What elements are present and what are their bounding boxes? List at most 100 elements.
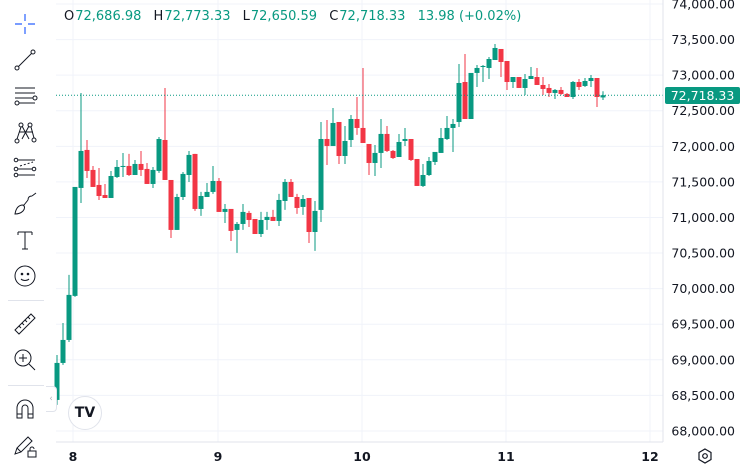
candle-up [570, 81, 576, 98]
candle-down [270, 216, 276, 221]
time-tick-label: 8 [69, 449, 78, 464]
fib-tool[interactable] [9, 152, 41, 184]
candle-down [144, 168, 150, 184]
candle-down [228, 208, 234, 231]
candle-down [306, 197, 312, 232]
candle-down [498, 48, 504, 62]
candle-up [66, 294, 72, 340]
candle-down [294, 196, 300, 208]
candle-up [402, 138, 408, 141]
time-tick-label: 11 [497, 449, 514, 464]
candle-up [78, 150, 84, 188]
time-tick-label: 12 [641, 449, 658, 464]
candle-down [390, 150, 396, 158]
zoom-in-icon [14, 349, 36, 371]
price-tick-label: 68,000.00 [671, 423, 735, 438]
horizontal-lines-icon [14, 87, 38, 106]
toolbar-divider [8, 385, 44, 386]
candle-up [264, 216, 270, 220]
candle-down [516, 77, 522, 88]
candle-up [552, 89, 558, 93]
candle-down [366, 143, 372, 163]
drawing-toolbar [0, 0, 46, 470]
price-tick-label: 69,000.00 [671, 352, 735, 367]
candle-up [198, 195, 204, 209]
candle-down [192, 153, 198, 209]
candle-up [600, 95, 606, 98]
low-label: L [242, 9, 250, 24]
toolbar-divider [8, 300, 44, 301]
brush-icon [14, 192, 37, 215]
candle-down [354, 118, 360, 128]
candle-down [162, 139, 168, 180]
candle-down [534, 77, 540, 85]
trend-line-icon [14, 49, 36, 71]
candle-up [582, 80, 588, 86]
candle-up [528, 76, 534, 80]
candle-down [504, 60, 510, 82]
candle-down [462, 81, 468, 119]
price-axis[interactable]: 74,000.00 73,500.00 73,000.00 72,500.00 72,0… [671, 0, 735, 438]
crosshair-tool[interactable] [9, 8, 41, 40]
candle-down [540, 84, 546, 89]
candle-up [204, 191, 210, 197]
emoji-tool[interactable] [9, 260, 41, 292]
candle-up [60, 339, 66, 363]
pattern-tool[interactable] [9, 116, 41, 148]
candle-down [576, 81, 582, 87]
time-tick-label: 10 [353, 449, 371, 464]
candle-down [384, 133, 390, 151]
collapse-toolbar-button[interactable]: ‹ [46, 386, 57, 412]
change-value: 13.98 (+0.02%) [417, 9, 522, 24]
lock-drawings-tool[interactable] [9, 430, 41, 462]
candle-up [300, 198, 306, 207]
candle-down [84, 149, 90, 171]
brush-tool[interactable] [9, 188, 41, 220]
candle-up [276, 199, 282, 221]
pattern-icon [14, 122, 37, 144]
candle-up [426, 160, 432, 175]
candle-up [378, 133, 384, 153]
candle-up [234, 223, 240, 230]
candle-up [330, 122, 336, 146]
magnet-tool[interactable] [9, 393, 41, 425]
ruler-tool[interactable] [9, 308, 41, 340]
candle-up [342, 140, 348, 156]
candle-down [246, 212, 252, 220]
zoom-in-tool[interactable] [9, 344, 41, 376]
close-value: 72,718.33 [339, 9, 406, 24]
price-tick-label: 73,500.00 [671, 32, 735, 47]
high-value: 72,773.33 [164, 9, 231, 24]
time-axis[interactable]: 8 9 10 11 12 [69, 449, 659, 464]
candle-up [258, 219, 264, 234]
low-value: 72,650.59 [250, 9, 318, 24]
candle-down [324, 138, 330, 146]
candle-down [336, 121, 342, 156]
candle-down [90, 169, 96, 187]
candle-up [438, 137, 444, 153]
text-tool[interactable] [9, 224, 41, 256]
candle-up [186, 154, 192, 175]
candle-up [486, 59, 492, 68]
settings-icon[interactable] [697, 448, 713, 464]
candle-down [138, 163, 144, 170]
candle-down [252, 218, 258, 234]
horizontal-lines-tool[interactable] [9, 80, 41, 112]
candle-down [126, 165, 132, 175]
candle-up [318, 138, 324, 210]
tradingview-logo[interactable]: TV [68, 396, 102, 430]
ohlc-legend: O72,686.98 H72,773.33 L72,650.59 C72,718… [64, 9, 529, 24]
lock-drawings-icon [14, 436, 37, 458]
candle-up [420, 174, 426, 186]
candle-up [444, 127, 450, 139]
candle-down [216, 180, 222, 212]
candle-up [114, 166, 120, 177]
crosshair-icon [15, 14, 35, 34]
open-value: 72,686.98 [75, 9, 142, 24]
candle-down [558, 89, 564, 94]
candle-up [156, 138, 162, 171]
price-tick-label: 72,500.00 [671, 103, 735, 118]
candle-down [102, 194, 108, 198]
trend-line-tool[interactable] [9, 44, 41, 76]
